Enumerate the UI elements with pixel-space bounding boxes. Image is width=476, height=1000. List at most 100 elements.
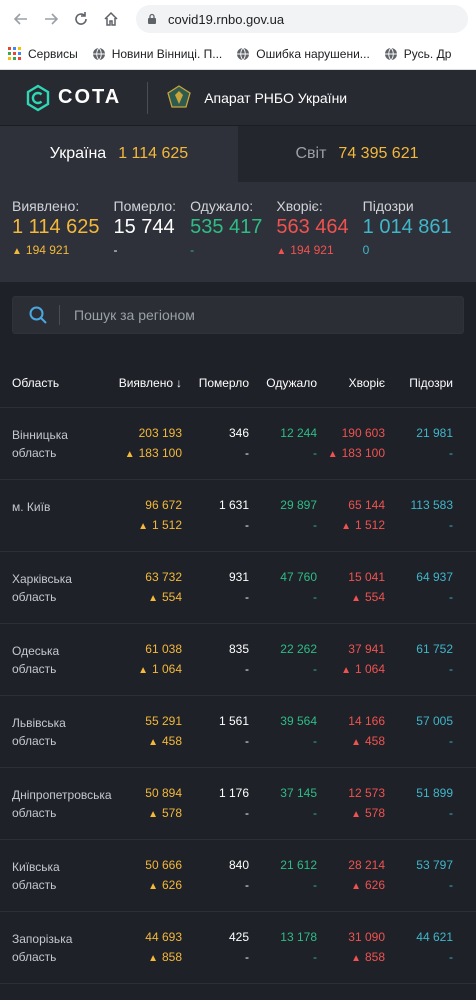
search-icon[interactable]	[29, 306, 47, 324]
confirmed-delta: ▲ 578	[148, 806, 182, 820]
stat-delta: ▲ 194 921	[12, 243, 70, 257]
table-header: Область Виявлено ↓ Померло Одужало Хворіє…	[0, 348, 476, 408]
table-cell: Львівська область	[0, 714, 100, 767]
recovered-value: 37 145	[280, 786, 317, 800]
suspected-value: 61 752	[416, 642, 453, 656]
table-row[interactable]: м. Київ 96 672 ▲ 1 512 1 631-29 897-65 144 ▲ 1…	[0, 480, 476, 552]
col-sick[interactable]: Хворіє	[348, 375, 385, 390]
table-cell: 44 621 -	[385, 930, 465, 983]
table-cell: Запорізька область	[0, 930, 100, 983]
table-cell: 21 981 -	[385, 426, 465, 479]
cota-logo-icon[interactable]	[24, 84, 52, 112]
address-bar[interactable]: covid19.rnbo.gov.ua	[136, 5, 468, 33]
stat-delta: -	[190, 243, 195, 257]
confirmed-value: 61 038	[145, 642, 182, 656]
table-cell: 37 145 -	[249, 786, 317, 839]
bookmark-apps[interactable]: Сервисы	[8, 46, 78, 61]
deaths-value: 840	[228, 858, 249, 872]
rnbo-emblem-icon[interactable]	[164, 83, 194, 113]
search-input[interactable]	[74, 307, 255, 323]
app-header: COTA Апарат РНБО України	[0, 70, 476, 126]
table-cell: Вінницька область	[0, 426, 100, 479]
confirmed-delta: ▲ 626	[148, 878, 182, 892]
tab-ukraine-value: 1 114 625	[118, 145, 189, 162]
sick-value: 28 214	[348, 858, 385, 872]
suspected-delta: -	[449, 806, 453, 820]
table-row[interactable]: Дніпропетровська область 50 894 ▲ 578 1 176 -…	[0, 768, 476, 840]
arrow-up-icon: ▲	[138, 665, 148, 676]
org-name: Апарат РНБО України	[204, 89, 348, 106]
deaths-value: 1 561	[218, 714, 249, 728]
table-cell: 425 -	[182, 930, 249, 983]
col-region[interactable]: Область	[12, 375, 60, 390]
region-search[interactable]	[12, 296, 464, 334]
col-recovered[interactable]: Одужало	[266, 375, 317, 390]
arrow-up-icon: ▲	[148, 953, 158, 964]
suspected-value: 21 981	[416, 426, 453, 440]
address-url: covid19.rnbo.gov.ua	[168, 11, 285, 27]
stat-deaths: Померло: 15 744 -	[113, 198, 177, 257]
sick-delta: ▲ 1 064	[341, 662, 385, 676]
tab-world-label: Світ	[295, 145, 327, 162]
sick-delta: ▲ 858	[351, 950, 385, 964]
table-row[interactable]: Київська область 50 666 ▲ 626 840-21 612-28 …	[0, 840, 476, 912]
table-cell: 29 897 -	[249, 498, 317, 551]
region-name: Харківська область	[12, 572, 72, 604]
table-cell: 37 941 ▲ 1 064	[317, 642, 385, 695]
table-row[interactable]: Запорізька область 44 693 ▲ 858 425-13 178-3…	[0, 912, 476, 984]
reload-icon[interactable]	[68, 6, 94, 32]
table-cell: 203 193 ▲ 183 100	[100, 426, 182, 479]
sick-delta: ▲ 554	[351, 590, 385, 604]
forward-arrow-icon[interactable]	[38, 6, 64, 32]
sick-value: 14 166	[348, 714, 385, 728]
suspected-delta: -	[449, 734, 453, 748]
col-deaths[interactable]: Померло	[198, 375, 249, 390]
recovered-value: 13 178	[280, 930, 317, 944]
deaths-value: 835	[228, 642, 249, 656]
sick-value: 12 573	[348, 786, 385, 800]
table-cell: Харківська область	[0, 570, 100, 623]
bookmark-vinnytsia-news[interactable]: Новини Вінниці. П...	[92, 47, 222, 61]
bookmark-rus[interactable]: Русь. Др	[384, 47, 451, 61]
deaths-value: 346	[228, 426, 249, 440]
table-row[interactable]: Львівська область 55 291 ▲ 458 1 561 - 39 564 -…	[0, 696, 476, 768]
table-cell: 50 894 ▲ 578	[100, 786, 182, 839]
table-cell: 1 631 -	[182, 498, 249, 551]
sick-delta: ▲ 626	[351, 878, 385, 892]
region-name: Львівська область	[12, 716, 66, 748]
recovered-value: 39 564	[280, 714, 317, 728]
confirmed-delta: ▲ 1 512	[138, 518, 182, 532]
recovered-value: 29 897	[280, 498, 317, 512]
tab-world[interactable]: Світ 74 395 621	[238, 126, 476, 182]
back-arrow-icon[interactable]	[8, 6, 34, 32]
table-cell: 1 561 -	[182, 714, 249, 767]
arrow-up-icon: ▲	[148, 737, 158, 748]
table-row[interactable]: Одеська область 61 038 ▲ 1 064 835-22 262-37…	[0, 624, 476, 696]
arrow-up-icon: ▲	[351, 737, 361, 748]
suspected-value: 44 621	[416, 930, 453, 944]
deaths-delta: -	[245, 590, 249, 604]
col-confirmed[interactable]: Виявлено ↓	[118, 375, 182, 390]
table-cell: 55 291 ▲ 458	[100, 714, 182, 767]
table-cell: 346 -	[182, 426, 249, 479]
suspected-delta: -	[449, 446, 453, 460]
arrow-up-icon: ▲	[124, 449, 135, 460]
sick-delta: ▲ 578	[351, 806, 385, 820]
table-row[interactable]: Харківська область 63 732 ▲ 554 931-47 760-1…	[0, 552, 476, 624]
arrow-up-icon: ▲	[327, 449, 338, 460]
table-row[interactable]: Вінницька область 203 193 ▲ 183 100 346-12 2…	[0, 408, 476, 480]
deaths-delta: -	[245, 734, 249, 748]
stat-value: 563 464	[276, 216, 349, 238]
recovered-value: 47 760	[280, 570, 317, 584]
suspected-value: 57 005	[416, 714, 453, 728]
bookmark-error[interactable]: Ошибка нарушени...	[236, 47, 370, 61]
home-icon[interactable]	[98, 6, 124, 32]
recovered-delta: -	[313, 734, 317, 748]
header-divider	[147, 81, 149, 114]
stat-delta: -	[113, 243, 118, 257]
suspected-delta: -	[449, 878, 453, 892]
tab-ukraine[interactable]: Україна 1 114 625	[0, 126, 238, 182]
table-cell: 14 166 ▲ 458	[317, 714, 385, 767]
lock-icon	[148, 13, 156, 24]
col-suspected[interactable]: Підозри	[409, 375, 453, 390]
